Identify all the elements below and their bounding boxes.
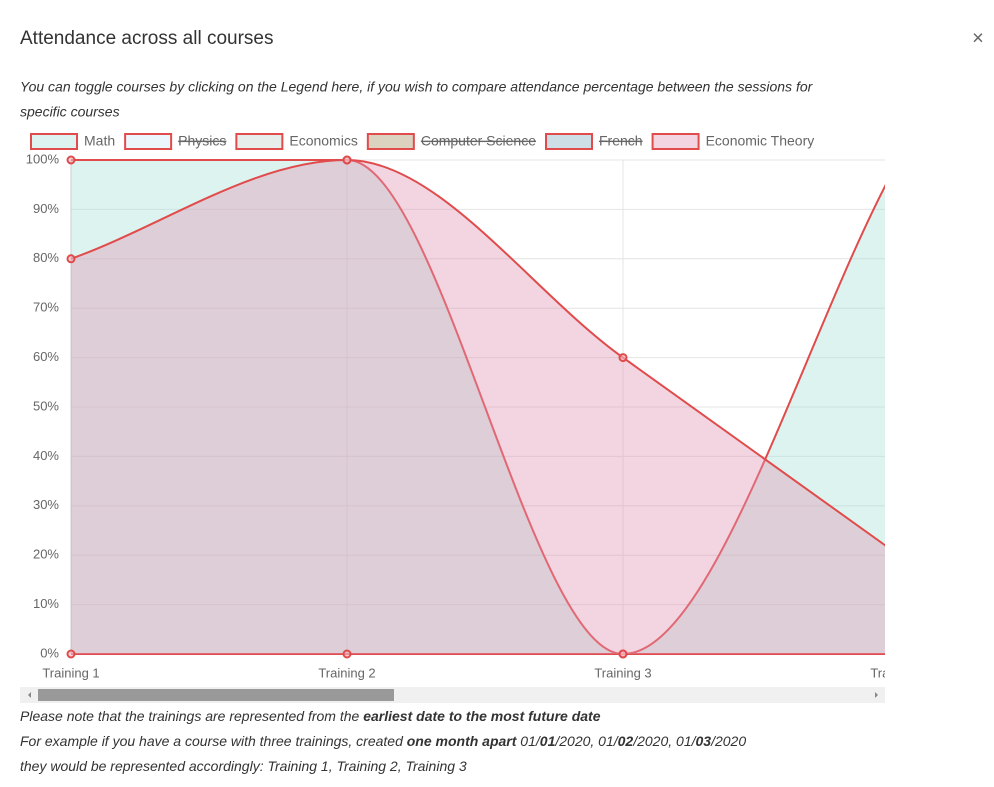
legend-label[interactable]: Math (84, 133, 115, 149)
legend-label[interactable]: Computer Science (421, 133, 536, 149)
legend-swatch (366, 133, 415, 150)
y-tick-label: 30% (33, 497, 59, 512)
note-segment: For example if you have a course with th… (20, 733, 407, 749)
point (896, 651, 903, 658)
area (71, 159, 885, 654)
legend-label[interactable]: Physics (178, 133, 226, 149)
note-segment: /2020, 01/ (632, 733, 697, 749)
y-tick-label: 100% (26, 151, 60, 166)
legend-swatch (124, 133, 173, 150)
y-tick-label: 70% (33, 300, 59, 315)
note-segment: they would be represented accordingly: T… (20, 758, 467, 774)
chart: Training 1 Training 2 Training 3 Training 4 (42, 155, 927, 680)
note-segment: earliest date to the most future date (363, 708, 600, 724)
x-tick-label: Training 2 (318, 665, 375, 680)
y-tick-label: 10% (33, 596, 59, 611)
note-segment: Please note that the trainings are repre… (20, 708, 363, 724)
y-tick-label: 50% (33, 398, 59, 413)
y-tick-label: 90% (33, 201, 59, 216)
y-tick-label: 80% (33, 250, 59, 265)
legend-swatch (235, 133, 284, 150)
area (71, 160, 885, 654)
point (896, 157, 903, 164)
y-tick-label: 60% (33, 349, 59, 364)
legend-label[interactable]: French (599, 133, 643, 149)
legend-label[interactable]: Economics (289, 133, 357, 149)
note-segment: one month apart (407, 733, 518, 749)
legend: Math Physics Economics Computer Science Fren… (30, 133, 815, 150)
note-segment: 03 (696, 733, 712, 749)
x-tick-label: Training 1 (42, 665, 99, 680)
notes: Please note that the trainings are repre… (20, 708, 746, 774)
scrollbar-thumb[interactable] (38, 689, 394, 701)
note-segment: /2020 (710, 733, 746, 749)
note-text: they would be represented accordingly: T… (20, 758, 467, 774)
note-segment: 01 (540, 733, 556, 749)
point (66, 155, 76, 165)
point (66, 254, 76, 264)
intro-text: You can toggle courses by clicking on th… (20, 79, 814, 95)
close-button[interactable]: × (972, 27, 984, 49)
point (342, 155, 352, 165)
y-tick-label: 40% (33, 448, 59, 463)
scroll-right[interactable] (875, 692, 878, 698)
point (342, 649, 352, 659)
line (70, 158, 885, 547)
legend-label[interactable]: Economic Theory (706, 133, 815, 149)
note-segment: 02 (618, 733, 634, 749)
note-text: Please note that the trainings are repre… (20, 708, 601, 724)
scroll-left[interactable] (28, 692, 31, 698)
intro-text: specific courses (20, 104, 120, 120)
note-segment: 01/ (516, 733, 541, 749)
legend-swatch (30, 133, 78, 150)
point (618, 649, 628, 659)
point (618, 353, 628, 363)
y-tick-label: 0% (40, 645, 59, 660)
x-tick-label: Training 3 (594, 665, 651, 680)
x-tick-label: Training 4 (870, 665, 927, 680)
legend-swatch (545, 133, 593, 150)
note-text: For example if you have a course with th… (20, 733, 746, 749)
point (66, 649, 76, 659)
y-tick-label: 20% (33, 547, 59, 562)
line (70, 158, 885, 656)
legend-swatch (651, 133, 700, 150)
modal-title: Attendance across all courses (20, 28, 273, 49)
note-segment: /2020, 01/ (554, 733, 619, 749)
point (896, 552, 903, 559)
